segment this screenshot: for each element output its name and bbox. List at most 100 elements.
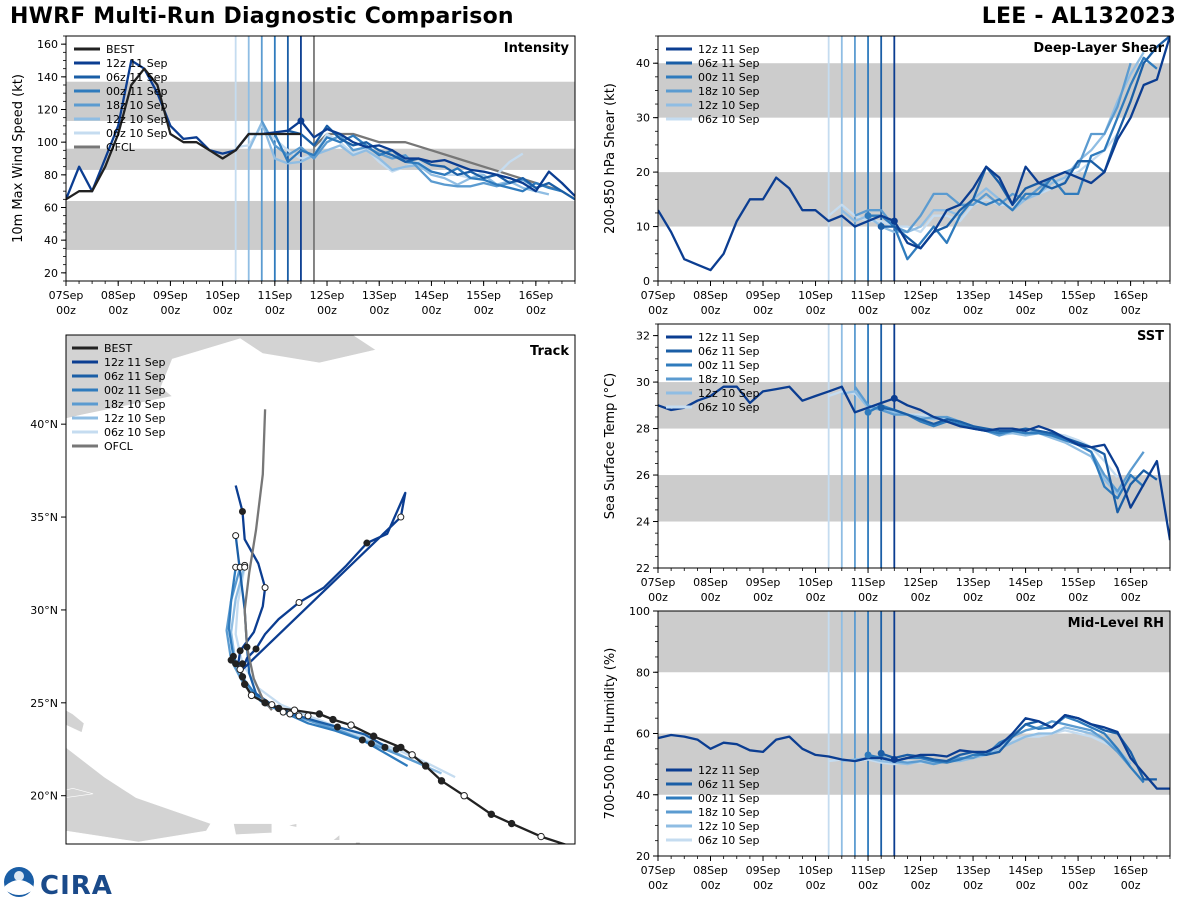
legend-label: 06z 11 Sep <box>698 345 760 358</box>
series-line-12z-11-sep <box>658 385 1170 541</box>
forecast-position-marker <box>367 740 375 748</box>
y-axis-label: 10m Max Wind Speed (kt) <box>11 74 26 243</box>
latitude-tick-label: 40°N <box>30 418 58 431</box>
forecast-position-marker <box>392 745 400 753</box>
y-tick-label: 100 <box>37 136 58 149</box>
x-tick-hour-label: 00z <box>1016 591 1036 604</box>
y-tick-label: 140 <box>37 71 58 84</box>
x-tick-date-label: 15Sep <box>466 289 501 302</box>
y-tick-label: 40 <box>636 57 650 70</box>
x-tick-hour-label: 00z <box>213 304 233 317</box>
analysis-point-marker <box>864 408 872 416</box>
forecast-position-marker <box>397 513 405 521</box>
x-tick-hour-label: 00z <box>161 304 181 317</box>
legend-label: 00z 11 Sep <box>698 792 760 805</box>
cira-logo: CIRA <box>4 867 112 900</box>
y-tick-label: 32 <box>636 330 650 343</box>
x-tick-hour-label: 00z <box>806 304 826 317</box>
forecast-position-marker <box>227 656 235 664</box>
x-tick-date-label: 07Sep <box>49 289 84 302</box>
legend-label: 06z 11 Sep <box>104 370 166 383</box>
best-track-position-marker <box>274 704 283 713</box>
legend-label: 12z 11 Sep <box>104 356 166 369</box>
y-axis-label: Sea Surface Temp (°C) <box>603 373 618 520</box>
forecast-position-marker <box>286 710 294 718</box>
x-tick-hour-label: 00z <box>701 304 721 317</box>
best-track-position-marker <box>572 845 578 851</box>
panel-title: Deep-Layer Shear <box>1033 41 1164 56</box>
y-tick-label: 80 <box>44 169 58 182</box>
x-tick-hour-label: 00z <box>1068 304 1088 317</box>
latitude-tick-label: 25°N <box>30 697 58 710</box>
y-tick-label: 80 <box>636 666 650 679</box>
legend-label: 06z 10 Sep <box>698 113 760 126</box>
panel-title: Track <box>530 344 569 359</box>
x-tick-hour-label: 00z <box>648 304 668 317</box>
threshold-band <box>66 148 575 170</box>
x-tick-date-label: 10Sep <box>798 576 833 589</box>
forecast-position-marker <box>232 660 240 668</box>
best-track-position-marker <box>369 732 378 740</box>
y-tick-label: 10 <box>636 221 650 234</box>
x-tick-hour-label: 00z <box>317 304 337 317</box>
x-tick-hour-label: 00z <box>422 304 442 317</box>
y-tick-label: 160 <box>37 38 58 51</box>
y-tick-label: 26 <box>636 469 650 482</box>
legend-label: 12z 11 Sep <box>106 57 168 70</box>
map-content <box>66 335 578 851</box>
x-tick-date-label: 14Sep <box>1008 864 1043 877</box>
sst-chart: 22 24 26 28 30 32 07Sep 00z 08Sep 00z 09Sep 00z 10Se… <box>603 323 1171 604</box>
forecast-position-marker <box>261 584 269 592</box>
track-line-12z-11-sep <box>234 485 407 671</box>
latitude-tick-label: 30°N <box>30 604 58 617</box>
best-track-position-marker <box>247 691 256 700</box>
legend-label: 00z 11 Sep <box>698 71 760 84</box>
best-track-position-marker <box>329 715 337 724</box>
y-tick-label: 28 <box>636 423 650 436</box>
legend-label: BEST <box>106 43 134 56</box>
x-tick-date-label: 08Sep <box>693 576 728 589</box>
legend-label: 18z 10 Sep <box>698 373 760 386</box>
storm-identifier: LEE - AL132023 <box>981 4 1176 29</box>
legend-label: 12z 10 Sep <box>698 387 760 400</box>
best-track-position-marker <box>290 706 299 714</box>
x-tick-hour-label: 00z <box>911 304 931 317</box>
series-line-06z-11-sep <box>880 713 1157 781</box>
plot-frame <box>657 323 1171 569</box>
best-track-position-marker <box>537 832 545 841</box>
series-group <box>658 713 1170 790</box>
y-tick-label: 30 <box>636 376 650 389</box>
forecast-position-marker <box>252 645 260 653</box>
x-tick-hour-label: 00z <box>701 591 721 604</box>
x-tick-date-label: 08Sep <box>101 289 136 302</box>
legend-label: 12z 11 Sep <box>698 43 760 56</box>
x-tick-date-label: 14Sep <box>414 289 449 302</box>
legend-label: OFCL <box>106 141 136 154</box>
analysis-point-marker <box>864 751 872 759</box>
x-tick-hour-label: 00z <box>701 879 721 892</box>
x-tick-hour-label: 00z <box>1068 879 1088 892</box>
y-tick-label: 100 <box>629 605 650 618</box>
x-tick-hour-label: 00z <box>963 304 983 317</box>
noaa-wave-icon <box>5 880 33 895</box>
legend-label: 00z 11 Sep <box>698 359 760 372</box>
best-track-position-marker <box>238 673 247 681</box>
x-tick-date-label: 12Sep <box>903 289 938 302</box>
forecast-position-marker <box>238 660 246 668</box>
y-tick-label: 60 <box>44 202 58 215</box>
x-tick-hour-label: 00z <box>858 879 878 892</box>
y-tick-label: 60 <box>636 728 650 741</box>
x-tick-date-label: 07Sep <box>641 576 676 589</box>
forecast-position-marker <box>363 539 371 547</box>
x-tick-date-label: 15Sep <box>1061 289 1096 302</box>
threshold-band <box>658 733 1170 795</box>
x-tick-hour-label: 00z <box>648 879 668 892</box>
legend-label: 06z 10 Sep <box>698 834 760 847</box>
forecast-position-marker <box>243 643 251 651</box>
x-tick-date-label: 09Sep <box>153 289 188 302</box>
legend-label: 12z 10 Sep <box>698 820 760 833</box>
x-tick-date-label: 11Sep <box>851 289 886 302</box>
x-tick-hour-label: 00z <box>753 591 773 604</box>
